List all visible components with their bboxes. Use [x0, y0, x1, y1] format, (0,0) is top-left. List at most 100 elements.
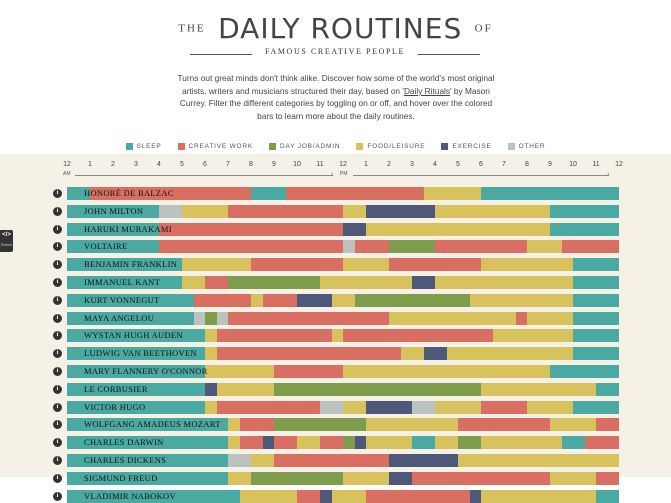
info-icon[interactable]: i	[53, 349, 62, 359]
segment-sleep[interactable]	[481, 187, 619, 200]
segment-food[interactable]	[550, 418, 596, 432]
segment-creative[interactable]	[159, 240, 343, 254]
legend-item-food[interactable]: FOOD/LEISURE	[356, 142, 425, 150]
segment-sleep[interactable]	[67, 347, 205, 361]
segment-food[interactable]	[435, 204, 550, 218]
segment-creative[interactable]	[596, 471, 619, 485]
segment-food[interactable]	[527, 311, 573, 325]
segment-food[interactable]	[458, 454, 619, 467]
segment-dayjob[interactable]	[205, 311, 217, 325]
segment-sleep[interactable]	[67, 454, 228, 467]
segment-food[interactable]	[527, 400, 573, 414]
info-icon[interactable]: i	[53, 206, 62, 216]
info-icon[interactable]: i	[53, 473, 62, 483]
info-icon[interactable]: i	[53, 420, 62, 430]
segment-food[interactable]	[216, 382, 274, 396]
segment-sleep[interactable]	[67, 258, 182, 272]
segment-food[interactable]	[400, 347, 424, 361]
info-icon[interactable]: i	[53, 438, 62, 448]
segment-sleep[interactable]	[67, 382, 205, 396]
legend-item-other[interactable]: OTHER	[507, 142, 546, 150]
segment-exercise[interactable]	[297, 293, 332, 307]
segment-sleep[interactable]	[67, 311, 194, 325]
info-icon[interactable]: i	[53, 224, 62, 234]
segment-sleep[interactable]	[251, 187, 286, 200]
segment-exercise[interactable]	[423, 347, 447, 361]
segment-other[interactable]	[193, 311, 205, 325]
segment-food[interactable]	[492, 329, 573, 343]
segment-creative[interactable]	[366, 489, 470, 503]
segment-sleep[interactable]	[67, 329, 205, 343]
segment-food[interactable]	[331, 489, 366, 503]
segment-food[interactable]	[343, 400, 366, 414]
legend-item-exercise[interactable]: EXERCISE	[441, 142, 491, 150]
segment-dayjob[interactable]	[251, 471, 343, 485]
segment-sleep[interactable]	[67, 293, 194, 307]
info-icon[interactable]: i	[53, 367, 62, 376]
embed-tab[interactable]: </> Embed	[0, 230, 13, 252]
segment-food[interactable]	[331, 293, 355, 307]
segment-creative[interactable]	[435, 240, 527, 254]
segment-food[interactable]	[550, 471, 596, 485]
segment-food[interactable]	[251, 293, 263, 307]
segment-creative[interactable]	[274, 436, 297, 450]
segment-creative[interactable]	[262, 293, 297, 307]
segment-food[interactable]	[343, 471, 389, 485]
segment-creative[interactable]	[159, 222, 343, 236]
segment-creative[interactable]	[297, 489, 320, 503]
segment-creative[interactable]	[274, 365, 343, 378]
segment-dayjob[interactable]	[228, 276, 320, 289]
segment-other[interactable]	[412, 400, 435, 414]
segment-food[interactable]	[343, 204, 366, 218]
segment-food[interactable]	[182, 204, 228, 218]
segment-creative[interactable]	[239, 418, 274, 432]
legend-item-dayjob[interactable]: DAY JOB/ADMIN	[269, 142, 340, 150]
segment-exercise[interactable]	[343, 222, 366, 236]
segment-exercise[interactable]	[366, 400, 412, 414]
segment-exercise[interactable]	[320, 489, 332, 503]
segment-food[interactable]	[366, 436, 412, 450]
segment-sleep[interactable]	[596, 489, 619, 503]
segment-creative[interactable]	[193, 293, 251, 307]
segment-exercise[interactable]	[262, 436, 274, 450]
segment-food[interactable]	[481, 258, 573, 272]
segment-creative[interactable]	[458, 418, 550, 432]
segment-dayjob[interactable]	[274, 382, 481, 396]
segment-creative[interactable]	[228, 311, 389, 325]
info-icon[interactable]: i	[53, 331, 62, 341]
segment-sleep[interactable]	[550, 204, 619, 218]
segment-food[interactable]	[435, 436, 458, 450]
segment-sleep[interactable]	[67, 276, 182, 289]
segment-sleep[interactable]	[412, 436, 435, 450]
segment-creative[interactable]	[389, 258, 481, 272]
info-icon[interactable]: i	[53, 313, 62, 323]
daily-rituals-link[interactable]: Daily Rituals	[403, 85, 451, 96]
segment-creative[interactable]	[412, 471, 550, 485]
info-icon[interactable]: i	[53, 278, 62, 287]
segment-dayjob[interactable]	[354, 293, 470, 307]
segment-creative[interactable]	[228, 204, 343, 218]
segment-food[interactable]	[366, 222, 550, 236]
segment-food[interactable]	[481, 382, 596, 396]
segment-creative[interactable]	[515, 311, 527, 325]
segment-creative[interactable]	[205, 276, 228, 289]
segment-food[interactable]	[435, 400, 481, 414]
segment-sleep[interactable]	[67, 436, 228, 450]
segment-creative[interactable]	[584, 436, 619, 450]
segment-creative[interactable]	[90, 187, 251, 200]
segment-food[interactable]	[228, 471, 251, 485]
segment-exercise[interactable]	[205, 382, 217, 396]
legend-item-sleep[interactable]: SLEEP	[125, 142, 162, 150]
segment-food[interactable]	[343, 258, 389, 272]
segment-creative[interactable]	[274, 454, 389, 467]
segment-food[interactable]	[481, 489, 596, 503]
segment-creative[interactable]	[216, 400, 320, 414]
segment-creative[interactable]	[320, 436, 343, 450]
segment-food[interactable]	[228, 418, 240, 432]
segment-sleep[interactable]	[550, 222, 619, 236]
info-icon[interactable]: i	[53, 242, 62, 252]
segment-sleep[interactable]	[561, 436, 585, 450]
segment-dayjob[interactable]	[389, 240, 435, 254]
info-icon[interactable]: i	[53, 402, 62, 412]
info-icon[interactable]: i	[53, 384, 62, 394]
